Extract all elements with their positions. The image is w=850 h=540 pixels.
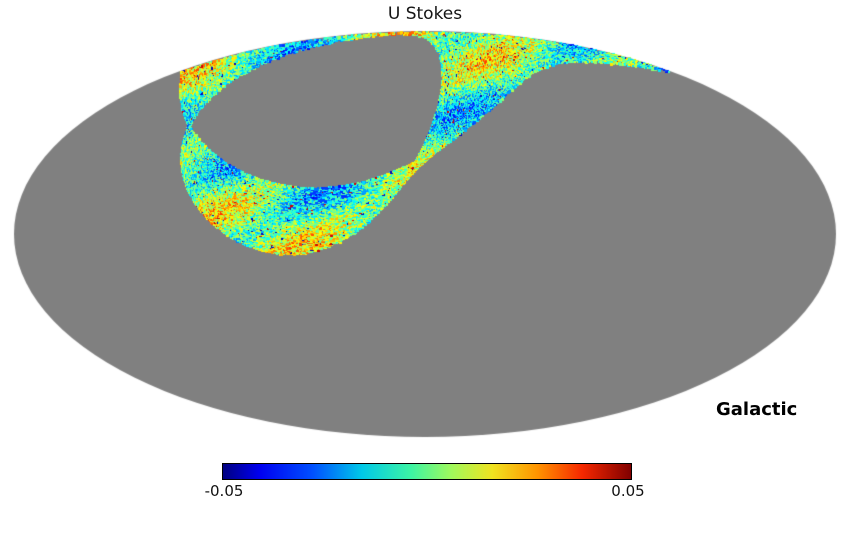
sky-map-canvas [0,0,850,452]
coordinate-system-label: Galactic [716,399,798,420]
colorbar [222,463,632,480]
colorbar-max-label: 0.05 [611,482,645,500]
colorbar-min-label: -0.05 [204,482,244,500]
